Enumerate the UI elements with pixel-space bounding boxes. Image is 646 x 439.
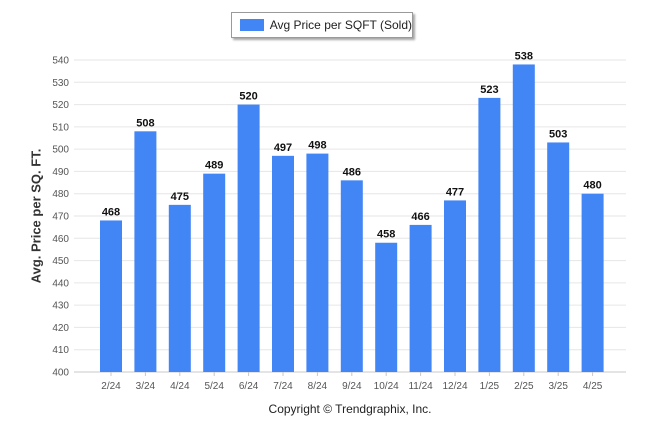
y-tick-label: 520 — [52, 100, 69, 111]
bar — [168, 204, 191, 372]
data-label: 520 — [239, 91, 257, 103]
bar — [375, 242, 398, 372]
data-label: 497 — [274, 142, 292, 154]
data-label: 468 — [102, 206, 120, 218]
x-tick-label: 3/25 — [548, 381, 568, 392]
y-tick-label: 450 — [52, 256, 69, 267]
bar — [306, 153, 329, 372]
y-tick-label: 510 — [52, 122, 69, 133]
x-tick-label: 11/24 — [408, 381, 433, 392]
data-label: 508 — [136, 117, 154, 129]
bar — [237, 104, 260, 373]
x-tick-label: 7/24 — [273, 381, 293, 392]
data-label: 538 — [515, 50, 533, 62]
legend-swatch — [240, 19, 264, 31]
bar — [272, 155, 294, 372]
y-tick-label: 480 — [52, 189, 69, 200]
x-tick-label: 2/24 — [101, 381, 121, 392]
data-label: 480 — [583, 180, 601, 192]
y-tick-label: 470 — [52, 212, 69, 223]
y-tick-label: 460 — [52, 234, 69, 245]
bar — [581, 193, 604, 372]
y-tick-label: 530 — [52, 78, 69, 89]
bar — [134, 131, 157, 372]
y-axis-title: Avg. Price per SQ. FT. — [28, 148, 44, 284]
copyright-text: Copyright © Trendgraphix, Inc. — [268, 402, 432, 416]
data-label: 475 — [171, 191, 189, 203]
data-label: 466 — [411, 211, 429, 223]
data-label: 477 — [446, 186, 464, 198]
data-label: 489 — [205, 160, 223, 172]
y-tick-label: 410 — [52, 345, 69, 356]
x-tick-label: 3/24 — [136, 381, 156, 392]
bar — [409, 224, 432, 372]
x-tick-label: 8/24 — [308, 381, 328, 392]
data-label: 486 — [343, 166, 361, 178]
data-label: 503 — [549, 128, 567, 140]
y-tick-label: 430 — [52, 301, 69, 312]
x-tick-label: 10/24 — [374, 381, 399, 392]
y-tick-label: 490 — [52, 167, 69, 178]
y-tick-label: 440 — [52, 278, 69, 289]
bar — [444, 200, 466, 372]
x-tick-label: 12/24 — [442, 381, 467, 392]
data-label: 458 — [377, 229, 395, 241]
legend: Avg Price per SQFT (Sold) — [231, 12, 413, 38]
y-tick-label: 400 — [52, 368, 69, 379]
x-tick-label: 9/24 — [342, 381, 362, 392]
bar — [203, 173, 226, 372]
y-tick-label: 500 — [52, 145, 69, 156]
y-tick-label: 420 — [52, 323, 69, 334]
bar — [512, 64, 535, 372]
data-label: 523 — [480, 84, 498, 96]
x-tick-label: 5/24 — [204, 381, 224, 392]
bar — [340, 180, 363, 372]
bar — [478, 97, 501, 372]
x-tick-label: 2/25 — [514, 381, 534, 392]
legend-label: Avg Price per SQFT (Sold) — [269, 18, 412, 32]
x-tick-label: 1/25 — [480, 381, 500, 392]
bar — [547, 142, 570, 372]
x-tick-label: 4/24 — [170, 381, 190, 392]
bar — [100, 220, 122, 372]
data-label: 498 — [308, 140, 326, 152]
x-tick-label: 6/24 — [239, 381, 259, 392]
y-tick-label: 540 — [52, 56, 69, 67]
x-tick-label: 4/25 — [583, 381, 603, 392]
